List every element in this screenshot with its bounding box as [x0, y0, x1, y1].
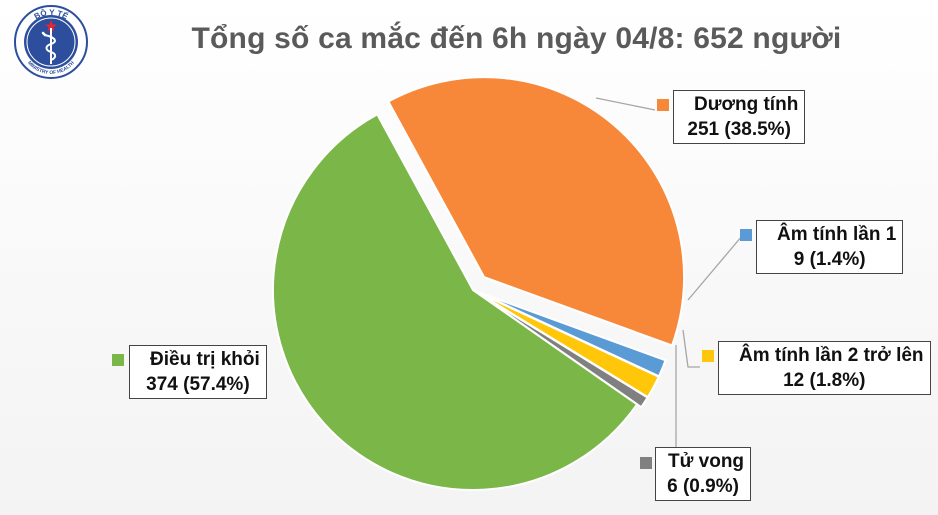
- leader-am-tinh-lan-2: [682, 329, 700, 368]
- label-duong-tinh: Dương tính 251 (38.5%): [673, 90, 806, 144]
- svg-text:BỘ Y TẾ: BỘ Y TẾ: [33, 8, 71, 22]
- swatch-duong-tinh: [657, 99, 669, 111]
- swatch-am-tinh-lan-2: [702, 350, 714, 362]
- swatch-dieu-tri-khoi: [112, 354, 124, 366]
- label-value: 6 (0.9%): [667, 476, 739, 497]
- label-name: Điều trị khỏi: [150, 349, 260, 370]
- logo-top-text: BỘ Y TẾ: [33, 8, 71, 22]
- label-name: Âm tính lần 2 trở lên: [739, 345, 924, 366]
- slice-tu-vong: [476, 291, 649, 409]
- leader-duong-tinh: [595, 97, 656, 111]
- chart-title: Tổng số ca mắc đến 6h ngày 04/8: 652 ngư…: [191, 22, 842, 55]
- label-name: Tử vong: [668, 451, 745, 472]
- label-tu-vong: Tử vong 6 (0.9%): [655, 447, 752, 501]
- swatch-am-tinh-lan-1: [740, 229, 752, 241]
- slice-dieu-tri-khoi: [272, 113, 639, 491]
- ministry-of-health-logo: BỘ Y TẾ MINISTRY OF HEALTH: [14, 5, 88, 79]
- star-icon: [45, 20, 57, 32]
- label-value: 374 (57.4%): [146, 374, 250, 395]
- label-am-tinh-lan-1: Âm tính lần 1 9 (1.4%): [756, 220, 904, 274]
- swatch-tu-vong: [640, 457, 652, 469]
- slice-duong-tinh: [386, 76, 686, 347]
- leader-am-tinh-lan-1: [687, 235, 743, 301]
- label-value: 12 (1.8%): [783, 370, 866, 391]
- label-value: 9 (1.4%): [793, 249, 866, 270]
- label-name: Dương tính: [694, 94, 799, 115]
- label-dieu-tri-khoi: Điều trị khỏi 374 (57.4%): [129, 345, 267, 399]
- label-name: Âm tính lần 1: [777, 224, 897, 245]
- label-am-tinh-lan-2: Âm tính lần 2 trở lên 12 (1.8%): [718, 341, 931, 395]
- label-value: 251 (38.5%): [687, 119, 791, 140]
